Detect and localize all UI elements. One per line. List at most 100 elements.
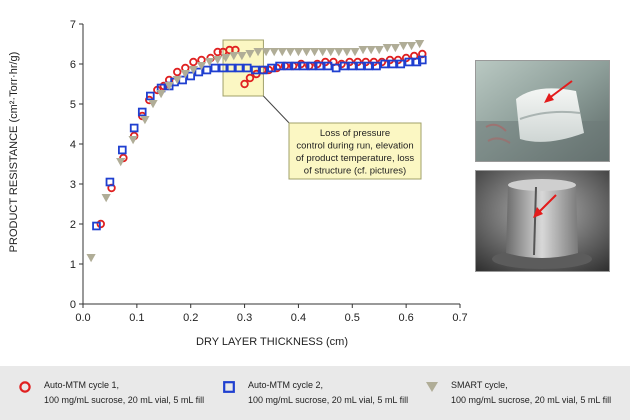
data-point-triangle (374, 46, 384, 55)
callout-text-line: control during run, elevation (296, 141, 413, 152)
legend-marker-circle (19, 381, 31, 393)
data-point-triangle (164, 82, 174, 91)
data-point-triangle (180, 70, 190, 79)
data-point-circle (240, 79, 249, 89)
data-point-square (242, 63, 252, 73)
data-point-square (146, 91, 155, 101)
callout-text-line: of product temperature, loss (296, 153, 415, 164)
x-tick-label: 0.6 (398, 312, 413, 324)
data-point-triangle (382, 44, 392, 53)
data-point-triangle (204, 58, 215, 67)
legend: Auto-MTM cycle 1, 100 mg/mL sucrose, 20 … (0, 366, 630, 420)
chart: 0.0 0.1 0.2 0.3 0.4 0.5 0.6 0.7 0 1 2 3 4 5 6 7 Loss of… (8, 19, 468, 348)
callout-box (288, 122, 422, 180)
data-point-triangle (326, 48, 336, 57)
data-point-triangle (366, 46, 376, 55)
data-point-square (283, 61, 292, 71)
data-point-square (226, 63, 236, 73)
data-point-square (299, 61, 309, 71)
legend-label-cycle-2: Auto-MTM cycle 2, (248, 380, 324, 390)
data-point-triangle (358, 46, 368, 55)
data-point-triangle (253, 48, 263, 57)
data-point-square (186, 71, 196, 81)
callout-leader-line (263, 95, 293, 127)
data-point-triangle (148, 100, 158, 109)
data-point-square (234, 63, 244, 73)
series-2 (92, 55, 427, 231)
data-point-triangle (390, 44, 400, 53)
x-tick-label: 0.5 (345, 312, 360, 324)
data-point-square (307, 61, 317, 71)
data-point-square (202, 65, 212, 75)
data-point-circle (245, 73, 255, 83)
callout-text-line: of structure (cf. pictures) (304, 166, 406, 177)
y-tick-label: 0 (70, 299, 76, 311)
data-point-triangle (196, 62, 207, 71)
legend-detail-smart: 100 mg/mL sucrose, 20 mL vial, 5 mL fill (451, 395, 612, 405)
x-tick-label: 0.3 (237, 312, 252, 324)
legend-marker-triangle (426, 382, 438, 392)
data-point-triangle (156, 90, 166, 99)
x-tick-label: 0.1 (129, 312, 144, 324)
data-point-square (218, 63, 228, 73)
data-point-square (118, 145, 127, 155)
data-point-triangle (301, 48, 312, 57)
data-point-square (251, 65, 260, 75)
data-point-triangle (140, 116, 150, 125)
data-point-triangle (285, 48, 295, 57)
y-tick-label: 1 (70, 259, 76, 271)
data-point-square (412, 57, 422, 67)
data-point-square (347, 61, 357, 71)
x-tick-label: 0.4 (291, 312, 306, 324)
data-point-square (331, 63, 341, 73)
legend-label-cycle-1: Auto-MTM cycle 1, (44, 380, 120, 390)
data-point-triangle (269, 48, 279, 57)
legend-detail-cycle-2: 100 mg/mL sucrose, 20 mL vial, 5 mL fill (248, 395, 409, 405)
data-point-triangle (406, 42, 417, 51)
data-point-square (404, 57, 414, 67)
data-point-square (323, 61, 333, 71)
data-point-square (210, 63, 220, 73)
data-point-triangle (261, 48, 271, 57)
data-point-triangle (415, 40, 425, 49)
data-point-triangle (350, 48, 360, 57)
photo-cake-sem (475, 170, 610, 272)
data-point-circle (189, 57, 198, 67)
legend-detail-cycle-1: 100 mg/mL sucrose, 20 mL vial, 5 mL fill (44, 395, 205, 405)
x-tick-label: 0.2 (183, 312, 198, 324)
data-point-triangle (172, 76, 182, 85)
data-point-triangle (342, 48, 352, 57)
data-point-triangle (86, 254, 96, 263)
data-point-square (129, 123, 139, 133)
data-point-square (388, 59, 397, 69)
y-tick-label: 6 (70, 59, 76, 71)
photo-cake-side-image (476, 61, 609, 161)
y-axis-label: PRODUCT RESISTANCE (cm²·Torr·hr/g) (8, 52, 20, 253)
y-tick-label: 3 (70, 179, 76, 191)
data-point-square (339, 61, 349, 71)
data-point-square (105, 177, 115, 187)
y-tick-label: 7 (70, 19, 76, 31)
data-point-triangle (398, 42, 409, 51)
data-point-square (291, 61, 301, 71)
data-point-triangle (213, 56, 223, 65)
data-point-triangle (237, 52, 247, 61)
y-tick-label: 5 (70, 99, 76, 111)
data-point-square (259, 65, 268, 75)
data-marks (86, 40, 427, 263)
x-tick-label: 0.7 (452, 312, 467, 324)
axes (82, 24, 460, 305)
data-point-triangle (309, 48, 320, 57)
data-point-square (275, 61, 284, 71)
data-point-triangle (293, 48, 304, 57)
data-point-triangle (116, 158, 126, 167)
data-point-square (267, 63, 276, 73)
photo-cake-sem-image (476, 171, 609, 271)
data-point-triangle (318, 48, 328, 57)
series-3 (86, 40, 425, 263)
data-point-triangle (334, 48, 344, 57)
data-point-square (92, 221, 101, 231)
photo-cake-side (475, 60, 610, 162)
y-tick-label: 4 (70, 139, 76, 151)
data-point-circle (96, 219, 105, 229)
